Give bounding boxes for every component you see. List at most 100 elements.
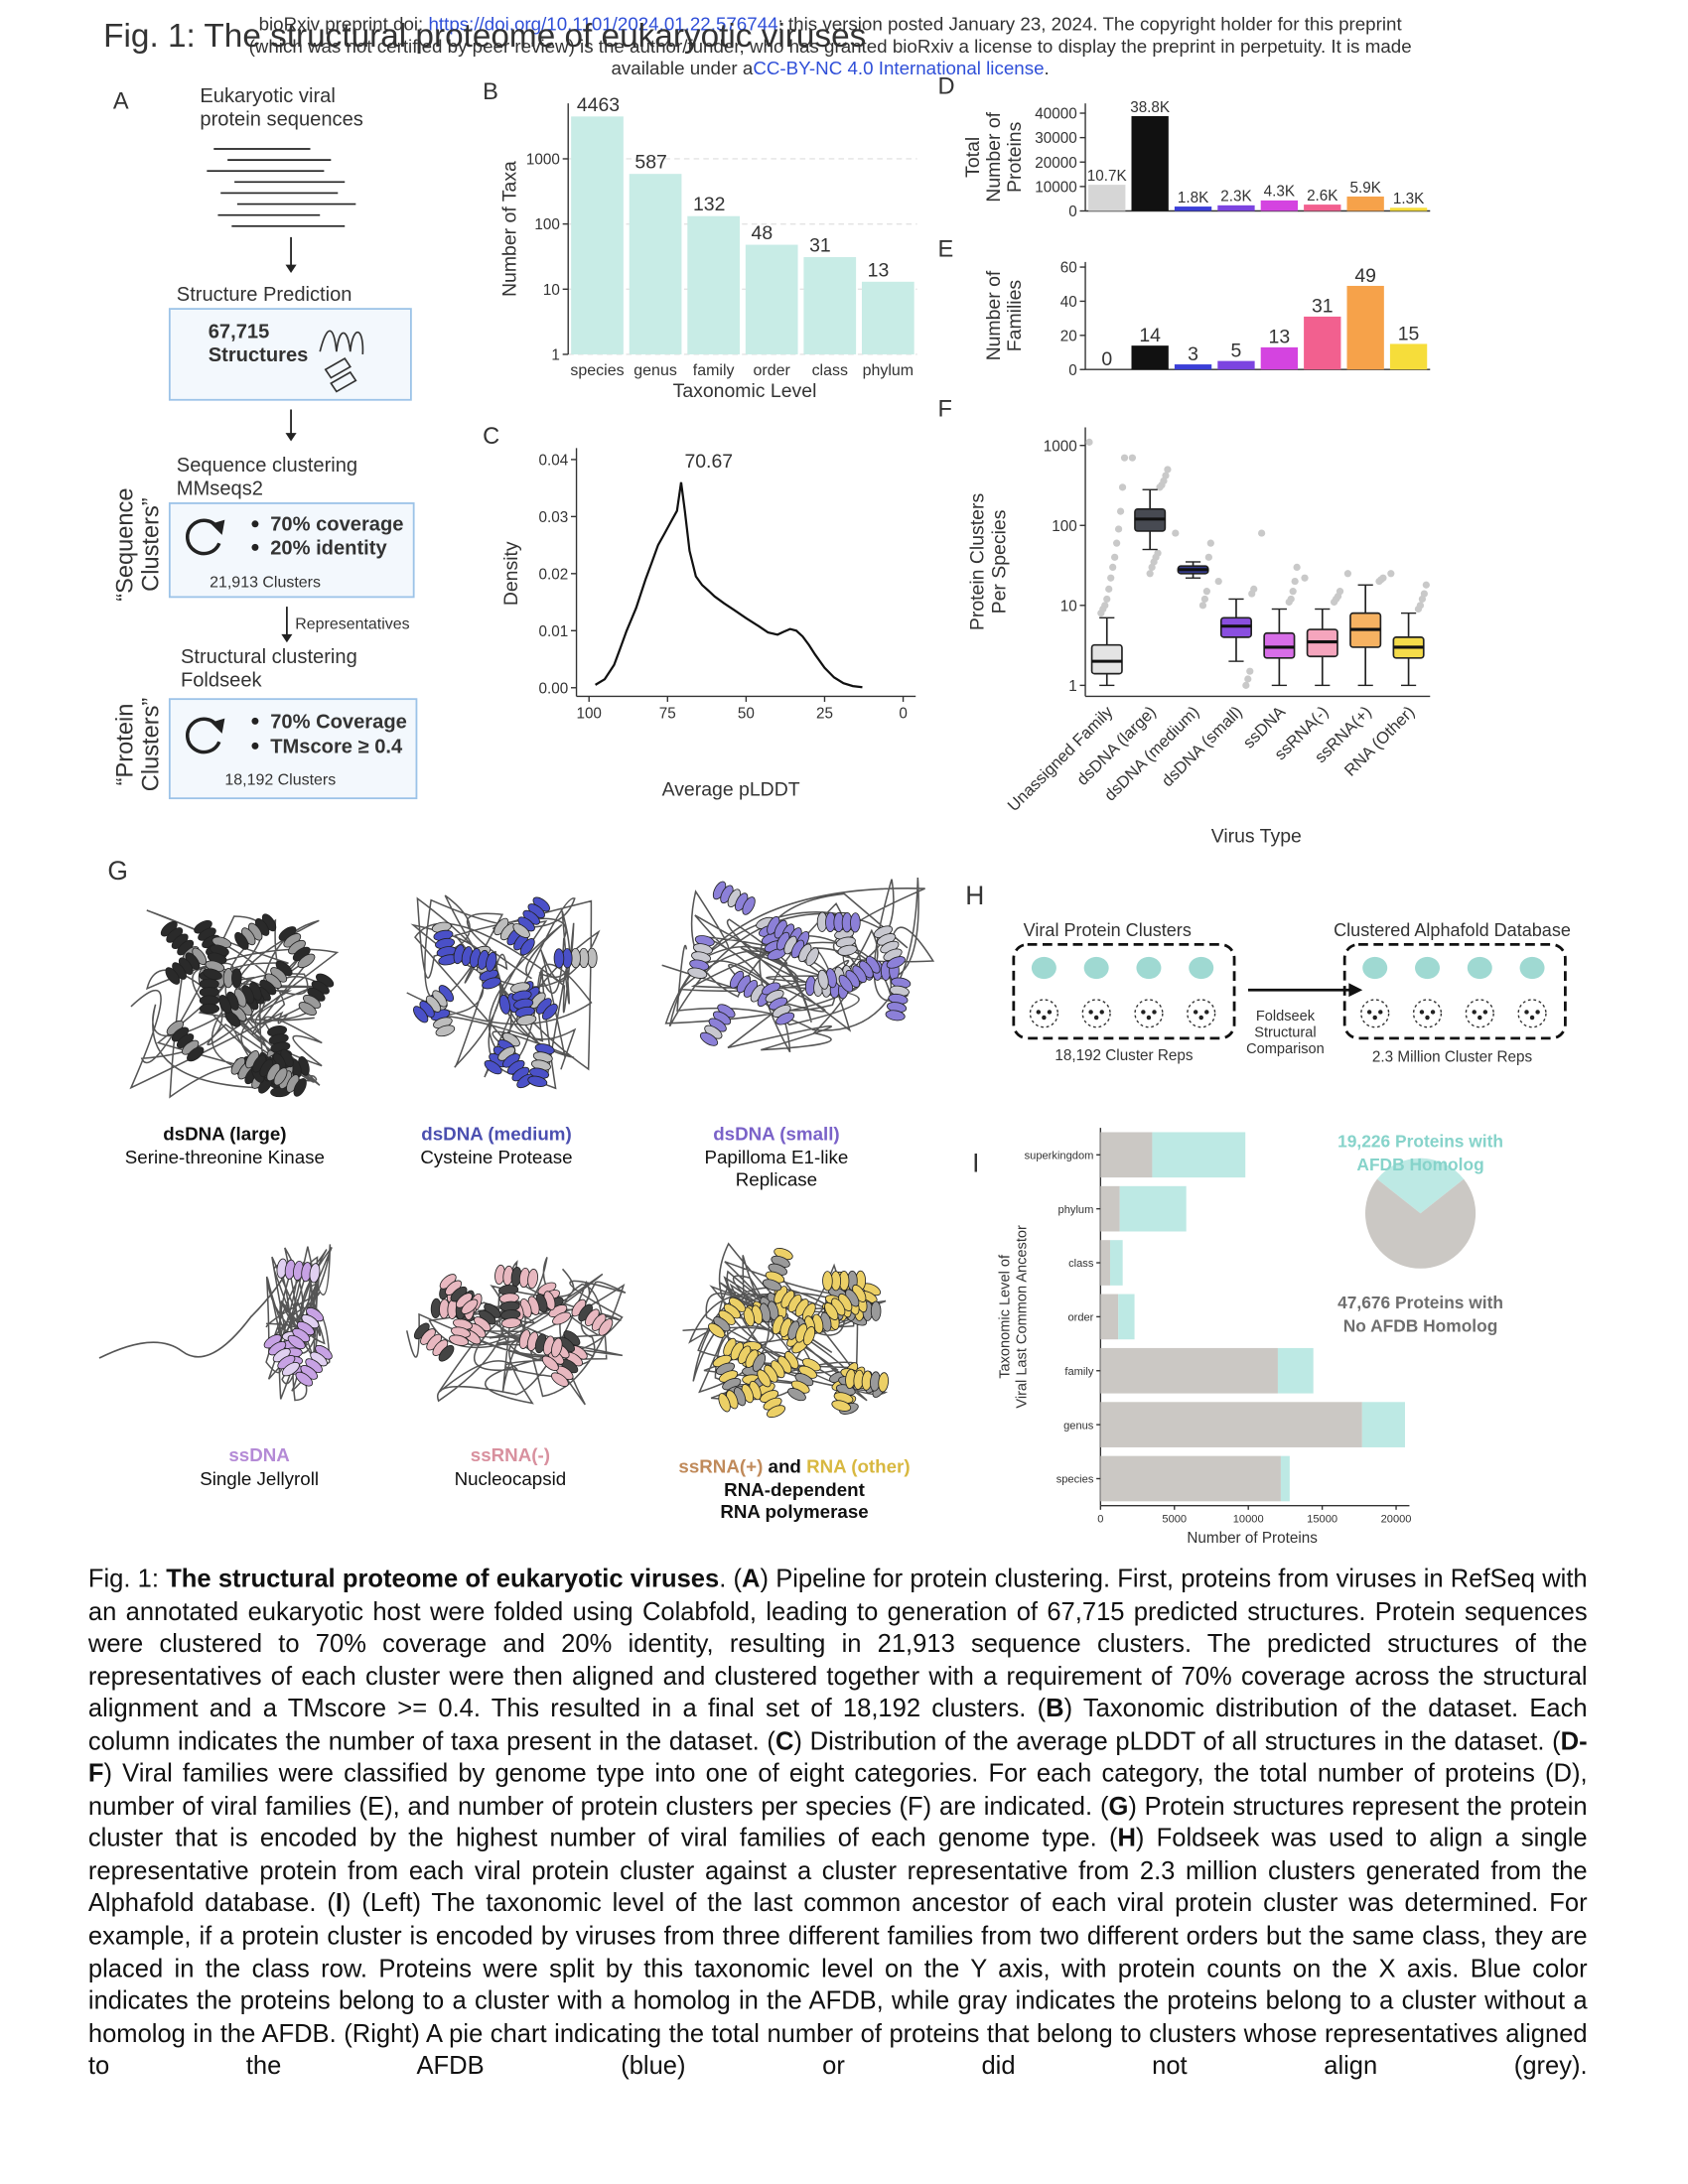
- value-label: 4.3K: [1264, 184, 1296, 201]
- protein-helix: [757, 1351, 799, 1388]
- pie-wedge: [1365, 1178, 1477, 1269]
- protein-helix: [699, 1004, 736, 1046]
- panel-label: A: [113, 89, 129, 115]
- y-tick-label: genus: [1063, 1420, 1094, 1432]
- outlier-point: [1164, 466, 1172, 474]
- structure-name: Replicase: [736, 1168, 817, 1189]
- outlier-point: [1202, 588, 1210, 596]
- x-tick-label: 5000: [1162, 1513, 1187, 1525]
- bar: [1174, 364, 1212, 370]
- y-tick-label: superkingdom: [1025, 1150, 1094, 1161]
- protein-helix: [494, 1264, 538, 1290]
- x-tick-label: 25: [816, 706, 833, 723]
- structure-type-part: dsDNA (medium): [421, 1124, 571, 1145]
- protein-helix: [824, 1284, 867, 1320]
- outlier-point: [1172, 529, 1180, 537]
- value-label: 1.8K: [1178, 190, 1209, 206]
- bar: [629, 174, 682, 354]
- cluster-dot: [1529, 1015, 1535, 1021]
- protein-helix: [845, 1368, 890, 1393]
- cluster-dot: [1193, 1010, 1198, 1015]
- structure-name: Single Jellyroll: [200, 1468, 319, 1489]
- caption-text: H: [1117, 1823, 1136, 1852]
- outlier-point: [1375, 577, 1383, 586]
- cluster-dot: [1524, 1010, 1529, 1015]
- cluster-dot: [1372, 1015, 1377, 1021]
- x-axis-label: Taxonomic Level: [673, 380, 817, 402]
- cluster-dot: [1477, 1015, 1482, 1021]
- helix-turn: [762, 1279, 782, 1292]
- outlier-point: [1097, 610, 1105, 617]
- preprint-header: available under aCC-BY-NC 4.0 Internatio…: [611, 58, 1049, 78]
- helix-turn: [803, 1325, 816, 1346]
- caption-text: . (: [719, 1564, 743, 1593]
- x-tick-label: species: [570, 362, 624, 379]
- cluster-box: [1012, 943, 1236, 1040]
- structure-icon: [1519, 956, 1545, 980]
- bar-segment: [1277, 1347, 1314, 1394]
- x-tick-label: phylum: [863, 362, 914, 379]
- x-tick-label: class: [812, 362, 848, 379]
- x-tick-label: 0: [899, 706, 908, 723]
- outlier-point: [1118, 483, 1127, 491]
- outlier-point: [1116, 507, 1125, 515]
- structure-name: Papilloma E1-like: [705, 1147, 849, 1167]
- structure-icon: [319, 330, 364, 393]
- bullet: [251, 520, 259, 528]
- outlier-point: [1111, 553, 1119, 561]
- x-tick-label: order: [754, 362, 791, 379]
- arrow-label: Structural: [1254, 1024, 1316, 1040]
- cycle-arrowhead: [211, 718, 225, 734]
- value-label: 13: [868, 259, 890, 281]
- cluster-title: Viral Protein Clusters: [1024, 920, 1192, 940]
- helix-turn: [824, 1301, 839, 1320]
- helix-turn: [519, 938, 535, 956]
- cluster-dot: [1099, 1010, 1104, 1015]
- y-tick-label: 0.03: [539, 509, 569, 526]
- structure-type-part: RNA (other): [806, 1455, 911, 1476]
- panel-label: H: [965, 881, 984, 910]
- y-tick-label: 100: [1052, 518, 1076, 535]
- outlier-point: [1244, 675, 1252, 683]
- bullet-text: 70% coverage: [270, 514, 403, 536]
- protein-helix: [166, 1020, 205, 1062]
- helix-turn: [775, 1012, 795, 1025]
- helix-turn: [598, 1318, 614, 1336]
- y-tick-label: 40000: [1035, 106, 1076, 123]
- pie-wedge: [1376, 1158, 1465, 1214]
- outlier-point: [1105, 585, 1113, 593]
- bar: [861, 281, 914, 354]
- helix-turn: [413, 1006, 429, 1024]
- caption-text: ) Taxonomic distribution of the dataset.…: [87, 1693, 1588, 1755]
- cluster-dot: [1472, 1010, 1477, 1015]
- protein-helix: [512, 896, 550, 938]
- helix-turn: [699, 1031, 719, 1046]
- bar-segment: [1152, 1132, 1246, 1178]
- helix-turn: [742, 896, 756, 915]
- helix-turn: [886, 956, 906, 969]
- helix-turn: [553, 948, 565, 969]
- arrowhead: [285, 433, 297, 442]
- cluster-count: 18,192 Cluster Reps: [1055, 1047, 1194, 1064]
- y-tick-label: 10: [1060, 598, 1077, 614]
- outlier-point: [1085, 438, 1093, 446]
- helix-turn: [527, 1268, 538, 1290]
- cluster-dot: [1419, 1010, 1425, 1015]
- cluster-icon: [1360, 999, 1390, 1028]
- cluster-icon: [1465, 999, 1494, 1028]
- bar: [1389, 343, 1428, 370]
- outlier-point: [1120, 454, 1129, 462]
- cluster-icon: [1029, 999, 1058, 1028]
- caption-text: ) (Left) The taxonomic level of the last…: [87, 1888, 1588, 2080]
- protein-helix: [430, 1297, 475, 1320]
- helix-turn: [870, 1300, 882, 1321]
- protein-helix: [295, 1344, 333, 1387]
- y-tick-label: 40: [1060, 294, 1077, 311]
- caption-text: The structural proteome of eukaryotic vi…: [166, 1564, 720, 1593]
- helix-turn: [273, 1067, 288, 1086]
- outlier-point: [1156, 483, 1164, 491]
- helix-turn: [552, 1311, 571, 1325]
- outlier-point: [1206, 539, 1214, 547]
- outlier-point: [1107, 574, 1115, 582]
- helix-turn: [484, 1059, 502, 1075]
